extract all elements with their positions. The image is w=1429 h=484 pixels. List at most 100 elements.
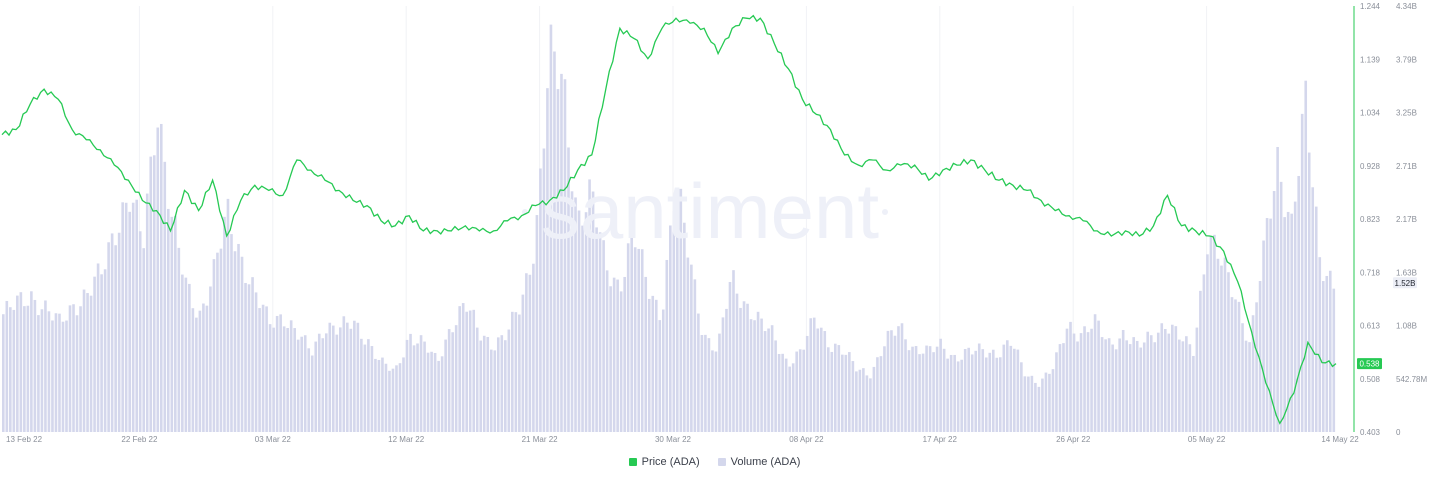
volume-bar: [623, 276, 626, 432]
volume-bar: [865, 375, 869, 432]
volume-bar: [68, 305, 72, 432]
volume-bar: [1255, 302, 1258, 432]
volume-bar: [1188, 344, 1192, 432]
volume-bar: [1258, 281, 1262, 432]
x-tick-label: 21 Mar 22: [522, 435, 559, 444]
volume-bar: [784, 358, 788, 432]
volume-bar: [331, 325, 335, 432]
volume-bar: [756, 311, 760, 432]
volume-bar: [138, 231, 142, 432]
volume-bar: [518, 314, 521, 432]
volume-bar: [504, 340, 507, 432]
volume-bar: [198, 310, 202, 432]
volume-bar: [584, 212, 588, 432]
volume-bar: [268, 324, 272, 432]
volume-bar: [360, 338, 363, 432]
volume-bar: [1156, 332, 1160, 432]
volume-bar: [489, 349, 493, 432]
price-tick-label: 0.613: [1360, 322, 1381, 331]
volume-bar: [963, 349, 967, 432]
volume-tick-label: 2.17B: [1396, 215, 1417, 224]
volume-bar: [1069, 321, 1072, 432]
volume-bar: [447, 329, 451, 432]
volume-bar: [1181, 341, 1185, 432]
volume-bar: [925, 345, 928, 432]
volume-bar: [216, 252, 219, 432]
x-tick-label: 05 May 22: [1188, 435, 1226, 444]
svg-text:1.52B: 1.52B: [1395, 279, 1416, 288]
volume-bar: [918, 354, 921, 432]
volume-bar: [1220, 265, 1223, 432]
legend-item-price[interactable]: Price (ADA): [628, 456, 700, 468]
volume-bar: [735, 293, 739, 432]
x-tick-label: 14 May 22: [1321, 435, 1359, 444]
volume-bar: [1199, 290, 1202, 432]
volume-bar: [300, 336, 303, 432]
volume-bar: [472, 309, 476, 432]
volume-bar: [356, 322, 360, 432]
volume-bar: [770, 325, 774, 432]
volume-bar: [1093, 314, 1097, 432]
volume-bar: [384, 363, 388, 432]
volume-bar: [879, 356, 883, 432]
volume-bar: [644, 276, 648, 432]
volume-bar: [1290, 213, 1293, 432]
volume-bar: [556, 89, 560, 433]
volume-bar: [1311, 187, 1315, 432]
volume-bar: [1262, 240, 1265, 432]
volume-bar: [1114, 349, 1118, 432]
volume-bar: [1174, 326, 1178, 432]
x-tick-label: 30 Mar 22: [655, 435, 692, 444]
volume-bar: [226, 198, 230, 432]
volume-bar: [998, 357, 1002, 432]
volume-bar: [802, 349, 806, 432]
volume-bar: [911, 346, 914, 432]
volume-bar: [1272, 191, 1276, 432]
legend-item-volume[interactable]: Volume (ADA): [717, 456, 800, 468]
volume-bar: [1265, 218, 1269, 432]
price-line: [1, 14, 1337, 425]
volume-tick-label: 3.25B: [1396, 109, 1417, 118]
volume-bar: [416, 343, 419, 432]
volume-bar: [209, 286, 212, 432]
volume-bar: [700, 335, 704, 432]
volume-bar: [437, 360, 440, 432]
volume-bar: [707, 338, 711, 432]
price-tick-label: 0.823: [1360, 215, 1381, 224]
volume-bar: [535, 215, 539, 432]
volume-bar: [777, 354, 781, 432]
x-tick-label: 08 Apr 22: [789, 435, 824, 444]
x-tick-label: 26 Apr 22: [1056, 435, 1091, 444]
volume-bar: [479, 340, 483, 432]
volume-bar: [791, 363, 795, 432]
volume-bar: [152, 155, 156, 432]
volume-bar: [100, 274, 103, 432]
volume-bar: [1293, 201, 1297, 432]
volume-bar: [1286, 211, 1290, 432]
volume-bar: [33, 299, 37, 432]
volume-bar: [988, 352, 992, 432]
volume-bar: [956, 361, 960, 432]
volume-bar: [654, 299, 658, 432]
volume-bar: [465, 311, 468, 432]
volume-bar: [114, 245, 117, 432]
volume-bar: [324, 333, 328, 432]
volume-bar: [511, 311, 514, 432]
volume-bar: [665, 259, 669, 432]
volume-bar: [367, 339, 370, 432]
volume-bar: [1079, 333, 1083, 432]
volume-bar: [1149, 335, 1153, 432]
volume-bar: [296, 339, 300, 432]
volume-bar: [1037, 386, 1041, 432]
volume-bar: [774, 340, 777, 432]
volume-bar: [977, 343, 981, 432]
volume-bar: [732, 270, 735, 432]
volume-bar: [546, 88, 549, 432]
volume-bar: [984, 357, 988, 432]
volume-bar: [349, 328, 353, 432]
volume-bar: [433, 352, 437, 432]
volume-bar: [1097, 320, 1100, 432]
volume-bar: [398, 363, 402, 432]
volume-bar: [1062, 343, 1065, 432]
